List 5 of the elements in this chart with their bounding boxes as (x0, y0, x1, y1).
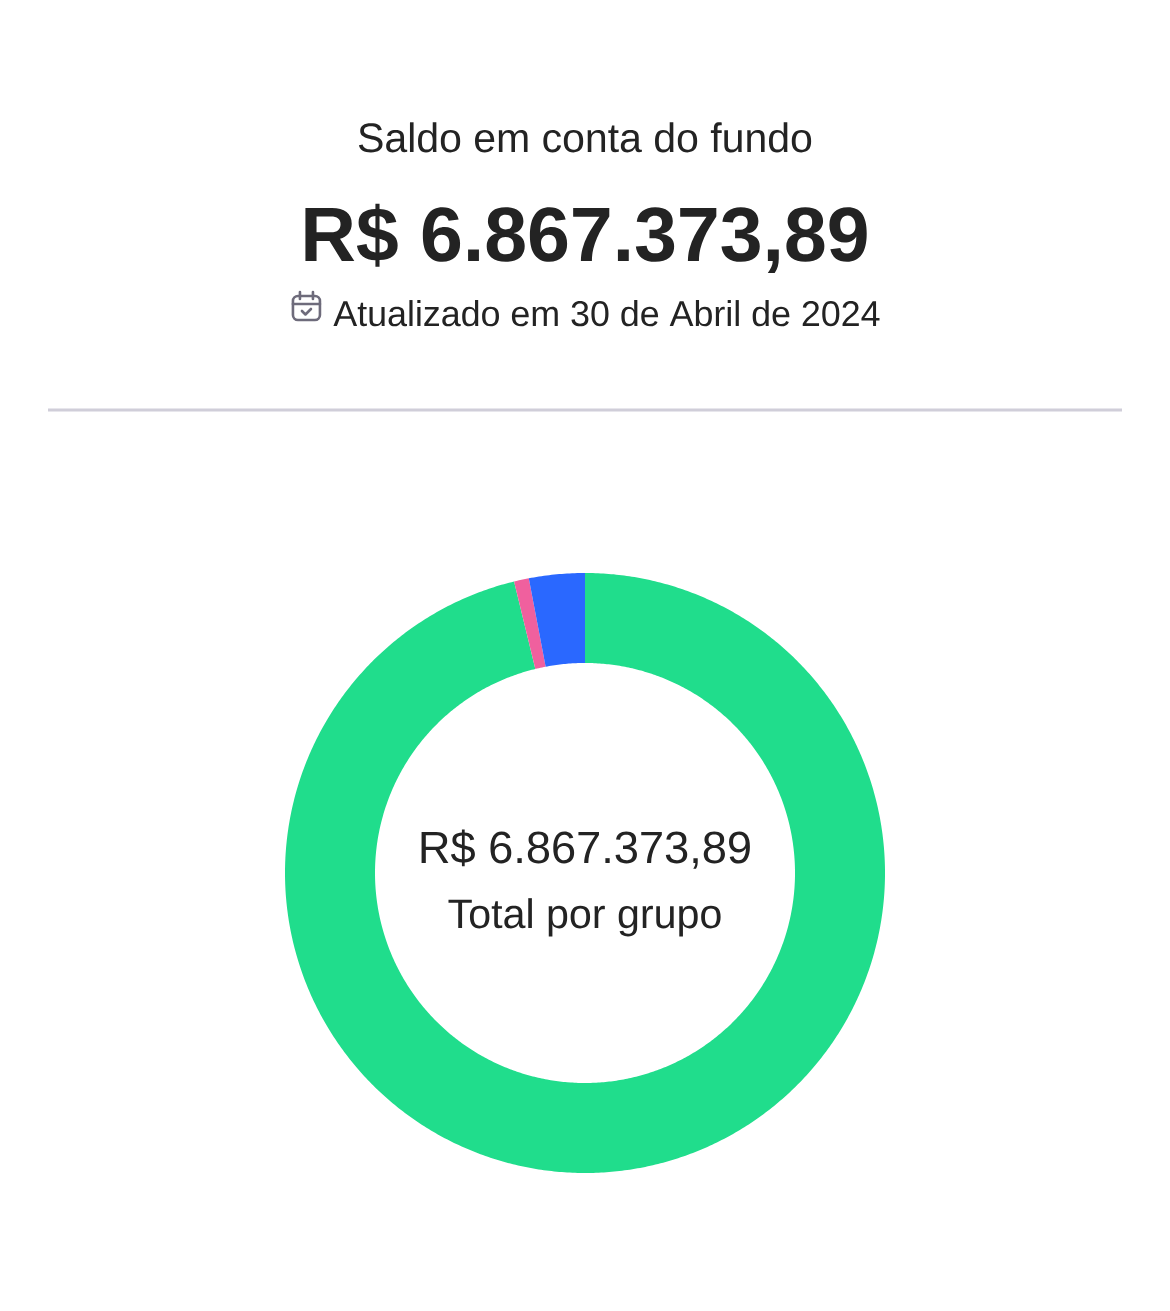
text: Atualizado em 30 de Abril de 2024 (333, 300, 880, 327)
text: R$ 6.867.373,89 (421, 829, 750, 869)
chart-title: Saldo em conta do fundo (358, 122, 812, 153)
text: Total por grupo (448, 898, 721, 937)
chart-subtitle: R$ 6.867.373,89 (305, 203, 867, 273)
